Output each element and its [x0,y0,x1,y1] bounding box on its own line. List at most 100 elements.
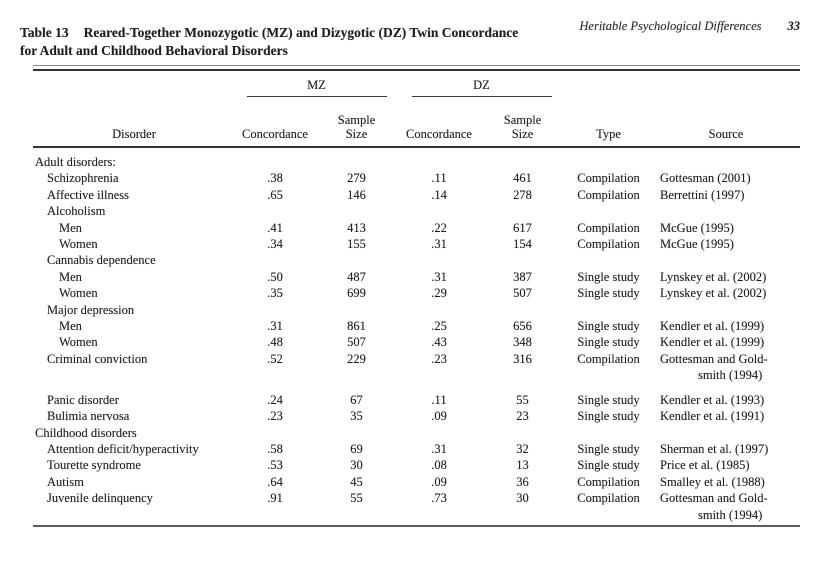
table-row: Women .48 507 .43 348 Single study Kendl… [33,334,800,350]
type-cell: Compilation [577,171,640,186]
mz-concordance-cell: .34 [267,237,283,252]
source-cell: Gottesman and Gold-smith (1994) [660,351,768,383]
disorder-cell: Adult disorders: [35,155,116,169]
section-row-cannabis-dependence: Cannabis dependence [33,252,800,268]
column-header-type: Type [565,97,652,148]
dz-concordance-cell: .31 [431,269,447,284]
disorder-cell: Cannabis dependence [47,253,156,268]
table-title-line2: for Adult and Childhood Behavioral Disor… [20,43,288,58]
mz-concordance-cell: .58 [267,441,283,456]
mz-concordance-cell: .48 [267,335,283,350]
table-row: Men .50 487 .31 387 Single study Lynskey… [33,269,800,285]
disorder-cell: Bulimia nervosa [47,409,130,424]
column-header-mz-sample-size: Sample Size [315,97,398,148]
mz-sample-cell: 279 [347,171,366,186]
table-row: Panic disorder .24 67 .11 55 Single stud… [33,384,800,408]
table-title-line1: Table 13 Reared-Together Monozygotic (MZ)… [20,24,620,42]
disorder-cell: Men [59,269,82,284]
disorder-cell: Men [59,319,82,334]
mz-concordance-cell: .35 [267,286,283,301]
dz-concordance-cell: .31 [431,237,447,252]
mz-sample-cell: 229 [347,351,366,366]
disorder-cell: Women [59,286,98,301]
dz-concordance-cell: .23 [431,351,447,366]
bottom-rule [33,524,800,527]
section-row-alcoholism: Alcoholism [33,203,800,219]
table-row: Affective illness .65 146 .14 278 Compil… [33,187,800,203]
table-row: Criminal conviction .52 229 .23 316 Comp… [33,351,800,384]
mz-concordance-cell: .24 [267,392,283,407]
dz-sample-cell: 30 [516,491,529,506]
dz-concordance-cell: .43 [431,335,447,350]
table-row: Men .41 413 .22 617 Compilation McGue (1… [33,220,800,236]
dz-sample-cell: 656 [513,319,532,334]
table-row: Attention deficit/hyperactivity .58 69 .… [33,441,800,457]
disorder-cell: Autism [47,474,84,489]
dz-concordance-cell: .31 [431,441,447,456]
column-group-dz: DZ [411,78,552,97]
mz-concordance-cell: .53 [267,458,283,473]
mz-concordance-cell: .31 [267,319,283,334]
dz-sample-cell: 617 [513,220,532,235]
disorder-cell: Juvenile delinquency [47,491,153,506]
mz-concordance-cell: .52 [267,351,283,366]
dz-sample-cell: 348 [513,335,532,350]
mz-sample-cell: 35 [350,409,363,424]
dz-sample-cell: 316 [513,351,532,366]
table-row: Bulimia nervosa .23 35 .09 23 Single stu… [33,408,800,424]
running-head-title: Heritable Psychological Differences [579,19,762,33]
disorder-cell: Major depression [47,302,135,317]
dz-concordance-cell: .14 [431,187,447,202]
mz-sample-cell: 413 [347,220,366,235]
section-row-childhood-disorders: Childhood disorders [33,425,800,441]
table-row: Women .35 699 .29 507 Single study Lynsk… [33,285,800,301]
dz-concordance-cell: .09 [431,474,447,489]
disorder-cell: Schizophrenia [47,171,119,186]
dz-concordance-cell: .25 [431,319,447,334]
mz-sample-cell: 861 [347,319,366,334]
source-cell: Kendler et al. (1999) [660,319,765,334]
dz-sample-cell: 154 [513,237,532,252]
concordance-table: MZ DZ Disorder Concordance Sample Size Co… [33,71,800,523]
table-row: Women .34 155 .31 154 Compilation McGue … [33,236,800,252]
mz-sample-cell: 67 [350,392,363,407]
dz-concordance-cell: .29 [431,286,447,301]
source-cell: Kendler et al. (1999) [660,335,765,350]
type-cell: Single study [577,319,640,334]
source-cell: Kendler et al. (1991) [660,409,765,424]
column-header-dz-concordance: Concordance [398,97,480,148]
dz-concordance-cell: .73 [431,491,447,506]
type-cell: Compilation [577,351,640,366]
dz-concordance-cell: .11 [431,392,447,407]
dz-sample-cell: 36 [516,474,529,489]
section-row-adult-disorders: Adult disorders: [33,147,800,170]
dz-concordance-cell: .08 [431,458,447,473]
mz-concordance-cell: .38 [267,171,283,186]
dz-concordance-cell: .09 [431,409,447,424]
mz-sample-cell: 507 [347,335,366,350]
table-title: Table 13 Reared-Together Monozygotic (MZ)… [20,24,620,60]
source-cell: Price et al. (1985) [660,458,750,473]
mz-concordance-cell: .41 [267,220,283,235]
dz-sample-cell: 278 [513,187,532,202]
column-group-mz: MZ [246,78,387,97]
dz-sample-cell: 387 [513,269,532,284]
type-cell: Single study [577,392,640,407]
source-cell: Lynskey et al. (2002) [660,286,767,301]
table-row: Juvenile delinquency .91 55 .73 30 Compi… [33,490,800,523]
mz-sample-cell: 699 [347,286,366,301]
dz-concordance-cell: .11 [431,171,447,186]
type-cell: Single study [577,269,640,284]
dz-sample-cell: 32 [516,441,529,456]
mz-sample-cell: 146 [347,187,366,202]
mz-sample-cell: 155 [347,237,366,252]
source-cell: Sherman et al. (1997) [660,441,769,456]
disorder-cell: Childhood disorders [35,425,137,440]
type-cell: Compilation [577,237,640,252]
running-head: Heritable Psychological Differences 33 [579,19,800,34]
type-cell: Compilation [577,220,640,235]
column-header-disorder: Disorder [33,97,235,148]
column-header-mz-concordance: Concordance [235,97,315,148]
source-cell: Gottesman and Gold-smith (1994) [660,491,768,522]
table-title-text: Reared-Together Monozygotic (MZ) and Diz… [83,25,519,40]
